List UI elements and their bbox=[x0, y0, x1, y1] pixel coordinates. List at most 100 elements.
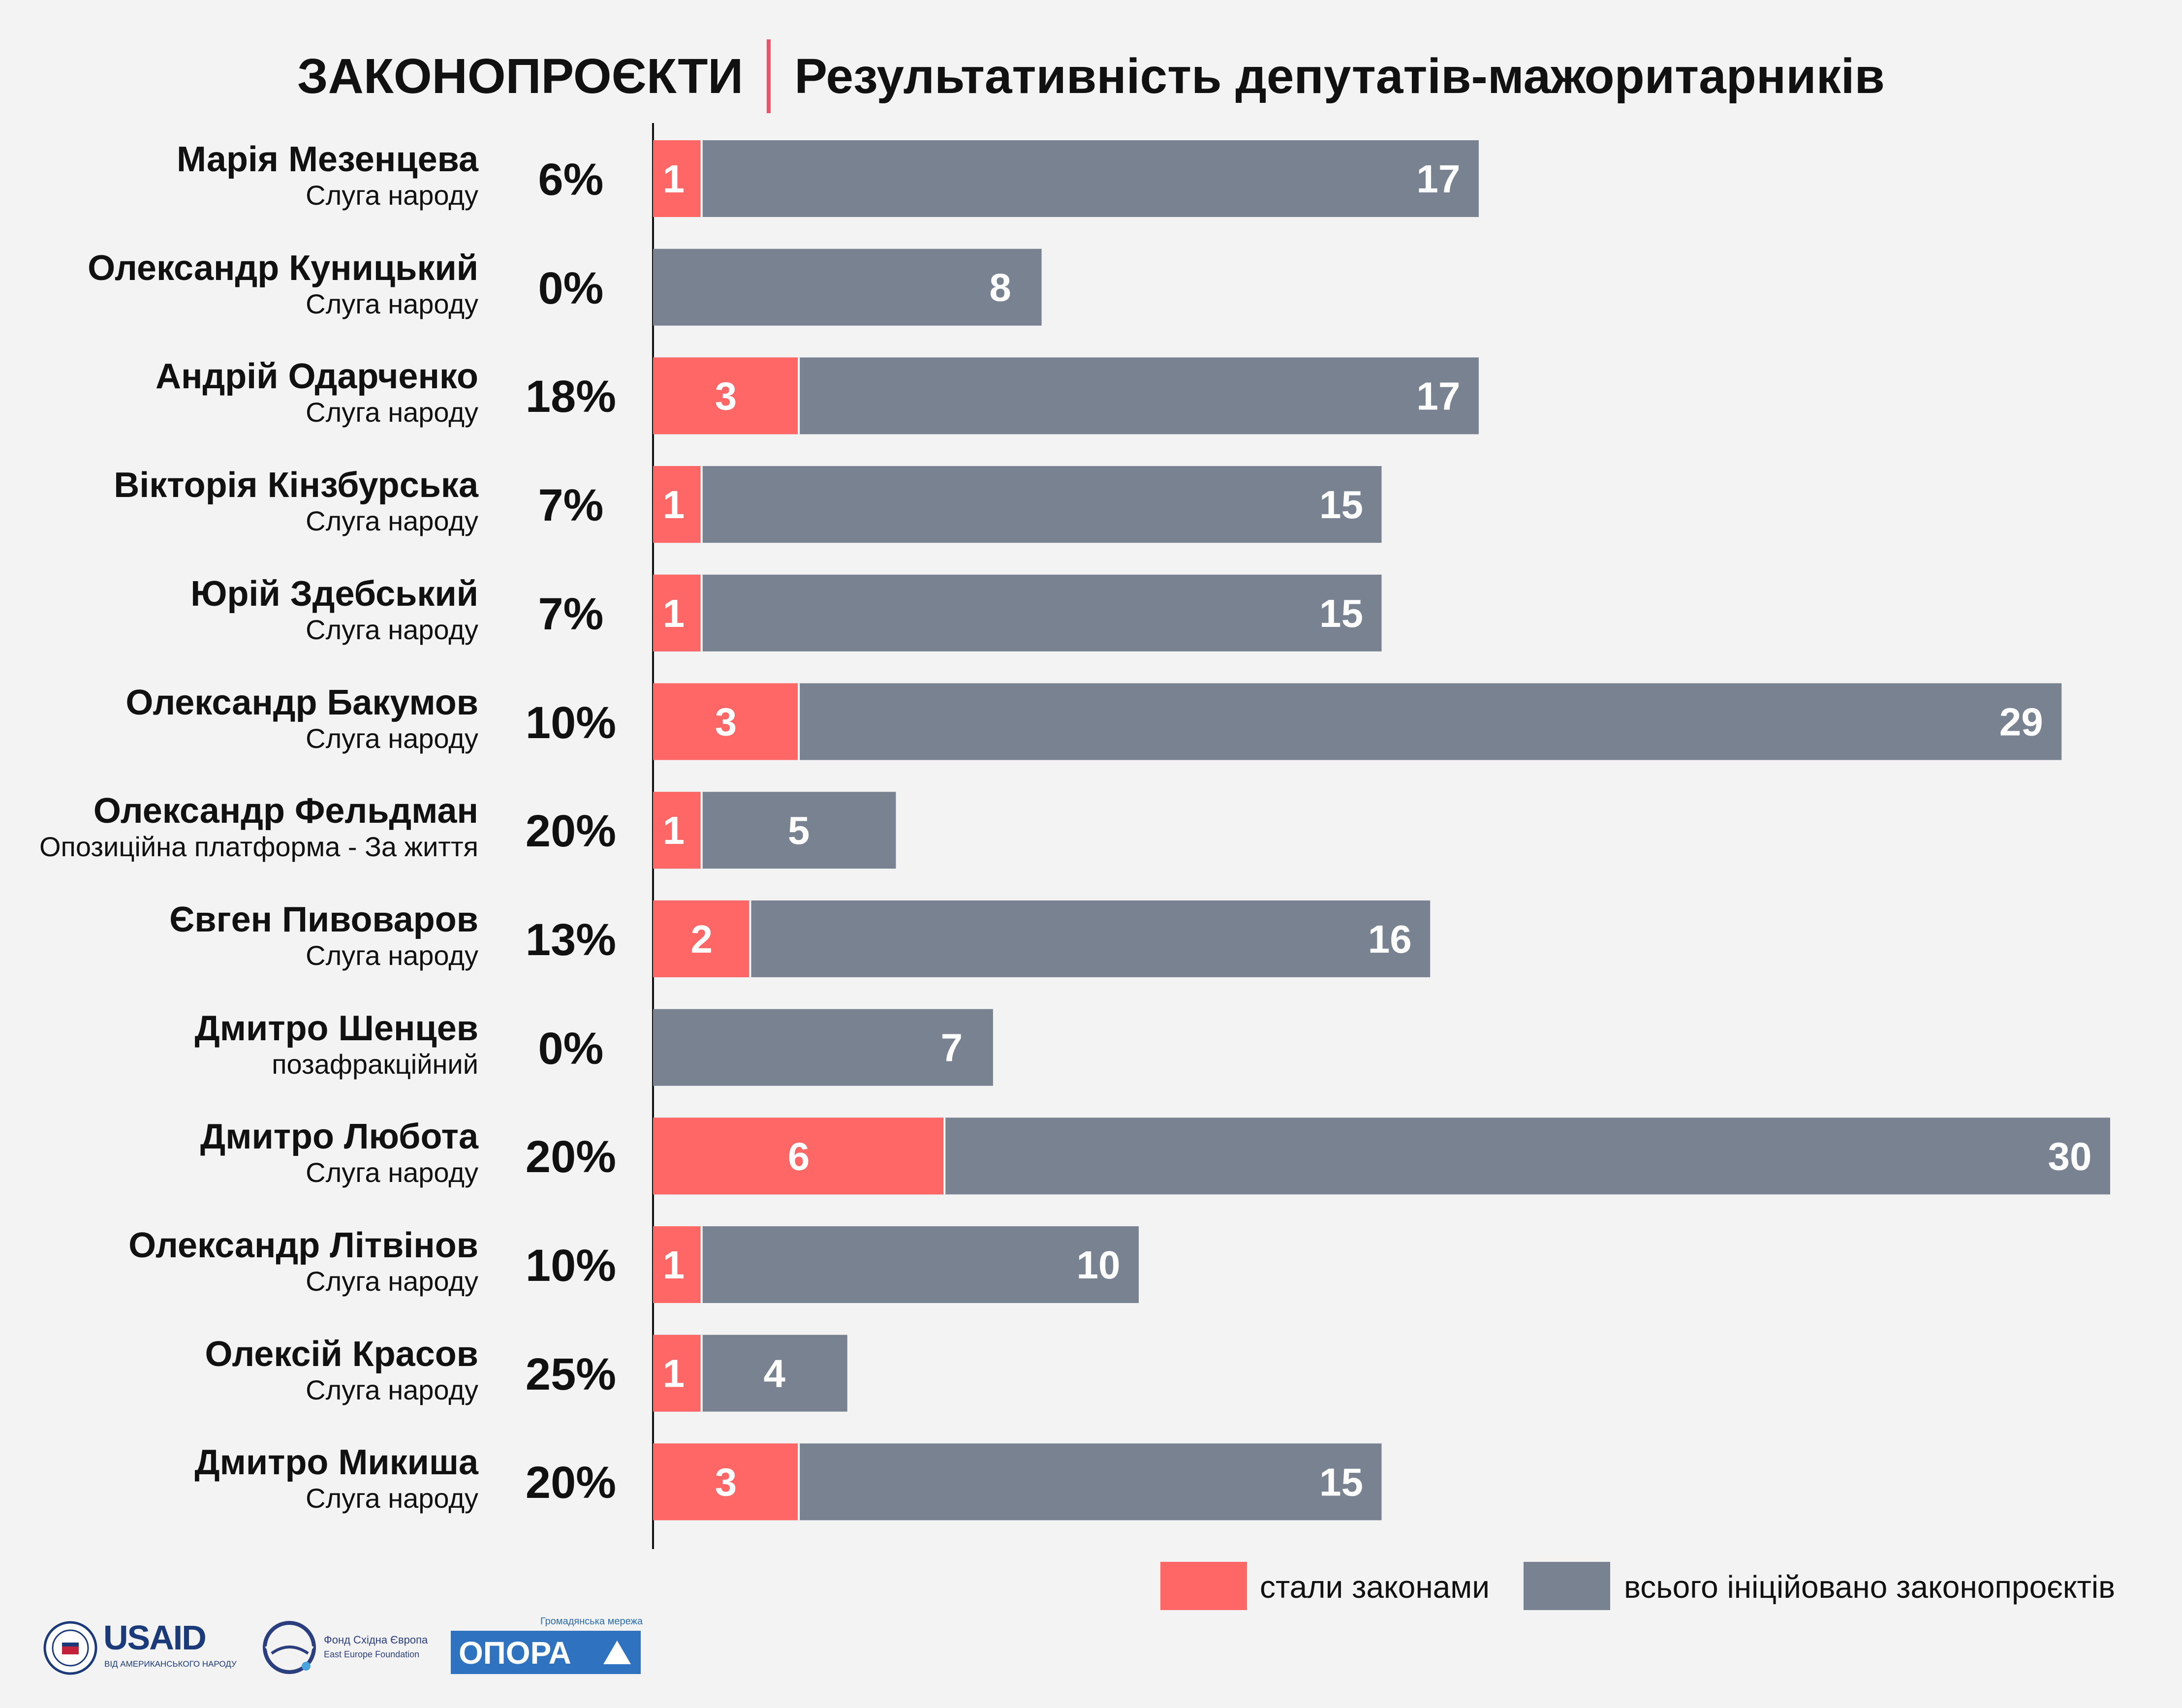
chart-title: ЗАКОНОПРОЄКТИ Результативність депутатів… bbox=[0, 39, 2182, 113]
eef-logo: Фонд Східна Європа East Europe Foundatio… bbox=[261, 1619, 438, 1680]
bar-laws bbox=[653, 140, 702, 217]
deputy-name: Андрій Одарченко bbox=[156, 357, 478, 397]
deputy-name: Дмитро Шенцев bbox=[194, 1008, 479, 1048]
deputy-party: Слуга народу bbox=[306, 939, 478, 971]
data-label-total: 17 bbox=[1416, 157, 1460, 201]
eef-name: Фонд Східна Європа bbox=[324, 1634, 428, 1646]
opora-wordmark-box bbox=[451, 1631, 641, 1674]
success-percent: 7% bbox=[538, 589, 604, 639]
data-label-laws: 1 bbox=[663, 157, 685, 201]
deputy-name: Дмитро Микиша bbox=[194, 1443, 478, 1483]
bar-total bbox=[653, 900, 1431, 977]
legend-swatch-total bbox=[1524, 1562, 1610, 1610]
bar-total bbox=[653, 574, 1382, 652]
usaid-logo: USAID ВІД АМЕРИКАНСЬКОГО НАРОДУ bbox=[43, 1618, 240, 1679]
success-percent: 20% bbox=[525, 1132, 617, 1182]
bar-total bbox=[653, 1009, 993, 1086]
success-percent: 18% bbox=[525, 372, 617, 422]
deputy-party: Слуга народу bbox=[306, 1266, 478, 1297]
eef-tagline: East Europe Foundation bbox=[324, 1649, 420, 1659]
success-percent: 25% bbox=[525, 1349, 617, 1399]
success-percent: 20% bbox=[525, 1458, 617, 1508]
bar-laws bbox=[653, 574, 702, 652]
success-percent: 10% bbox=[525, 697, 617, 748]
opora-logo: Громадянська мережа ОПОРА bbox=[451, 1616, 643, 1675]
legend-label-laws: стали законами bbox=[1260, 1569, 1490, 1605]
data-label-laws: 1 bbox=[663, 483, 685, 527]
data-label-total: 7 bbox=[941, 1026, 963, 1070]
bar-laws bbox=[653, 900, 750, 977]
data-label-total: 8 bbox=[989, 266, 1011, 310]
success-percent: 10% bbox=[525, 1241, 617, 1291]
success-percent: 0% bbox=[538, 1023, 604, 1074]
bar-laws bbox=[653, 792, 702, 869]
deputy-party: Слуга народу bbox=[306, 1157, 478, 1188]
bar-laws bbox=[653, 1443, 799, 1521]
bar-total bbox=[653, 683, 2062, 760]
data-label-total: 4 bbox=[764, 1352, 786, 1396]
deputy-party: Слуга народу bbox=[306, 505, 478, 537]
opora-triangle-icon bbox=[603, 1641, 631, 1664]
bar-total bbox=[653, 248, 1042, 326]
eef-emblem-icon bbox=[263, 1621, 316, 1674]
data-label-laws: 1 bbox=[663, 808, 685, 852]
title-topic: ЗАКОНОПРОЄКТИ bbox=[297, 48, 744, 104]
deputy-party: Слуга народу bbox=[306, 180, 478, 211]
deputy-party: Слуга народу bbox=[306, 614, 478, 645]
deputy-party: Слуга народу bbox=[306, 1483, 478, 1514]
deputy-name: Олександр Бакумов bbox=[125, 683, 478, 722]
bar-laws bbox=[653, 1226, 702, 1303]
success-percent: 6% bbox=[538, 155, 604, 205]
bar-laws bbox=[653, 683, 799, 760]
deputy-party: Слуга народу bbox=[306, 288, 478, 319]
bar-total bbox=[653, 140, 1479, 217]
deputy-party: Опозиційна платформа - За життя bbox=[39, 831, 478, 863]
usaid-seal-icon bbox=[43, 1621, 97, 1675]
data-label-total: 15 bbox=[1319, 591, 1363, 635]
data-label-laws: 2 bbox=[690, 917, 713, 961]
opora-wordmark: ОПОРА bbox=[459, 1635, 571, 1671]
deputy-name: Євген Пивоваров bbox=[169, 900, 478, 939]
bar-total bbox=[653, 1226, 1139, 1303]
data-label-laws: 6 bbox=[788, 1134, 810, 1178]
success-percent: 13% bbox=[525, 914, 617, 965]
deputy-name: Дмитро Любота bbox=[200, 1117, 478, 1157]
deputy-party: позафракційний bbox=[272, 1048, 478, 1080]
data-label-total: 5 bbox=[788, 808, 810, 852]
deputy-name: Олександр Куницький bbox=[88, 248, 478, 288]
deputy-name: Юрій Здебський bbox=[190, 574, 478, 614]
deputy-party: Слуга народу bbox=[306, 397, 478, 428]
success-percent: 7% bbox=[538, 480, 604, 531]
bar-laws bbox=[653, 466, 702, 543]
data-label-total: 10 bbox=[1077, 1243, 1121, 1287]
data-label-total: 15 bbox=[1319, 483, 1363, 527]
data-label-total: 29 bbox=[1999, 700, 2043, 744]
data-label-total: 17 bbox=[1416, 374, 1460, 418]
usaid-tagline: ВІД АМЕРИКАНСЬКОГО НАРОДУ bbox=[104, 1659, 237, 1669]
data-label-laws: 3 bbox=[715, 374, 737, 418]
title-separator bbox=[767, 39, 771, 113]
data-label-laws: 1 bbox=[663, 591, 685, 635]
data-label-total: 16 bbox=[1368, 917, 1412, 961]
deputy-name: Олександр Фельдман bbox=[93, 791, 478, 831]
usaid-wordmark: USAID bbox=[103, 1618, 207, 1657]
data-label-laws: 1 bbox=[663, 1352, 685, 1396]
success-percent: 0% bbox=[538, 263, 604, 313]
title-subject: Результативність депутатів-мажоритарникі… bbox=[794, 48, 1885, 104]
deputy-name: Вікторія Кінзбурська bbox=[114, 466, 478, 505]
data-label-laws: 3 bbox=[715, 700, 737, 744]
bar-laws bbox=[653, 357, 799, 435]
deputy-party: Слуга народу bbox=[306, 1374, 478, 1405]
data-label-total: 15 bbox=[1319, 1460, 1363, 1504]
bar-laws bbox=[653, 1335, 702, 1412]
bar-total bbox=[653, 466, 1382, 543]
deputy-party: Слуга народу bbox=[306, 722, 478, 754]
deputy-name: Марія Мезенцева bbox=[177, 140, 478, 179]
opora-tagline: Громадянська мережа bbox=[540, 1616, 643, 1627]
deputy-name: Олександр Літвінов bbox=[128, 1226, 478, 1265]
legend-label-total: всього ініційовано законопроєктів bbox=[1624, 1569, 2116, 1605]
success-percent: 20% bbox=[525, 806, 617, 857]
